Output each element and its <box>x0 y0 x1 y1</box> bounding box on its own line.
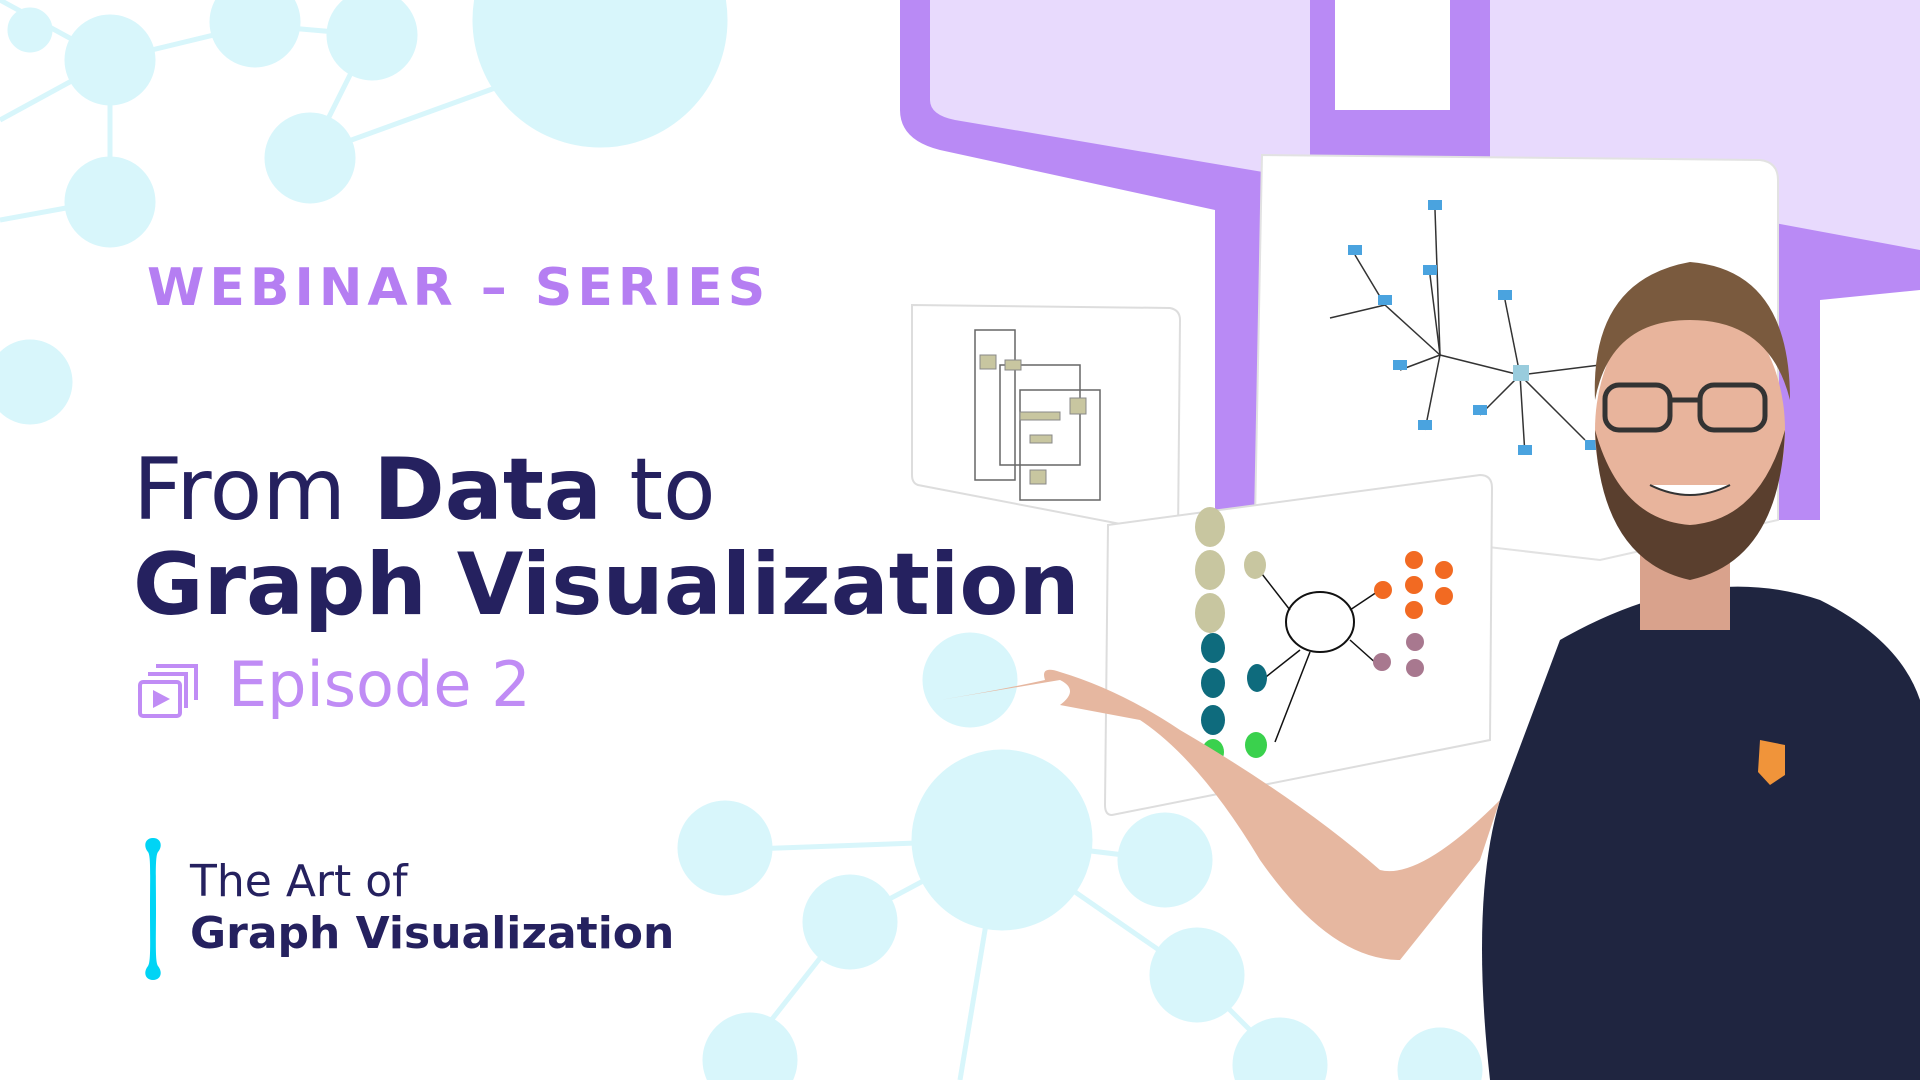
title-prefix: From <box>133 440 374 540</box>
series-label: WEBINAR – SERIES <box>147 258 771 318</box>
mindmap-card <box>1103 473 1494 817</box>
title-line-2: Graph Visualization <box>133 535 1080 635</box>
brand-line-2: Graph Visualization <box>190 908 675 959</box>
title-suffix: to <box>601 440 716 540</box>
brand-line-1: The Art of <box>190 856 408 907</box>
presenter-photo <box>940 262 1920 1080</box>
title-bold: Data <box>373 440 602 540</box>
brand-logo-bar <box>145 838 161 980</box>
video-playlist-icon <box>138 664 198 718</box>
flowchart-card <box>911 303 1182 537</box>
shirt-logo <box>1758 740 1785 785</box>
title-line-1: From Data to <box>133 440 716 540</box>
episode-label: Episode 2 <box>228 648 531 721</box>
